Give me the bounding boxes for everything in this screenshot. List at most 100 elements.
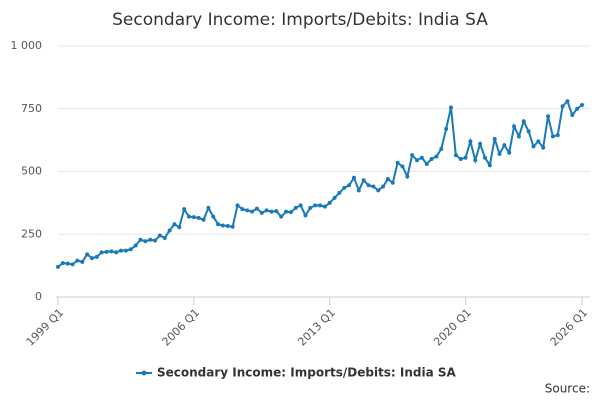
data-point bbox=[570, 113, 575, 118]
data-point bbox=[230, 224, 235, 229]
data-point bbox=[458, 156, 463, 161]
data-point bbox=[201, 217, 206, 222]
data-point bbox=[376, 188, 381, 193]
legend-label: Secondary Income: Imports/Debits: India … bbox=[157, 366, 457, 380]
data-point bbox=[371, 184, 376, 189]
data-point bbox=[361, 178, 366, 183]
data-point bbox=[308, 205, 313, 210]
data-point bbox=[259, 210, 264, 215]
data-point bbox=[555, 133, 560, 138]
data-point bbox=[75, 258, 80, 263]
data-point bbox=[123, 248, 128, 253]
data-point bbox=[565, 99, 570, 104]
data-point bbox=[191, 215, 196, 220]
data-point bbox=[337, 190, 342, 195]
data-point bbox=[497, 151, 502, 156]
data-point bbox=[104, 249, 109, 254]
data-point bbox=[56, 264, 60, 269]
data-point bbox=[395, 160, 400, 165]
chart-title: Secondary Income: Imports/Debits: India … bbox=[112, 10, 488, 30]
data-point bbox=[415, 158, 420, 163]
data-point bbox=[463, 155, 468, 160]
data-point bbox=[293, 205, 298, 210]
data-point bbox=[89, 256, 94, 261]
data-point bbox=[177, 225, 182, 230]
data-point bbox=[254, 206, 259, 211]
data-point bbox=[250, 209, 255, 214]
data-point bbox=[400, 164, 405, 169]
data-point bbox=[487, 163, 492, 168]
data-point bbox=[444, 126, 449, 131]
data-point bbox=[512, 124, 517, 129]
data-point bbox=[269, 209, 274, 214]
data-point bbox=[264, 208, 269, 213]
data-point bbox=[313, 203, 318, 208]
data-point bbox=[351, 175, 356, 180]
data-point bbox=[478, 141, 483, 146]
data-point bbox=[153, 238, 158, 243]
data-point bbox=[516, 134, 521, 139]
data-point bbox=[288, 210, 293, 215]
data-point bbox=[279, 214, 284, 219]
data-point bbox=[60, 261, 65, 266]
x-tick-label: 1999 Q1 bbox=[24, 306, 67, 349]
data-point bbox=[211, 214, 216, 219]
data-point bbox=[70, 262, 75, 267]
data-point bbox=[303, 213, 308, 218]
data-point bbox=[366, 183, 371, 188]
data-point bbox=[182, 207, 187, 212]
data-point bbox=[133, 243, 138, 248]
data-point bbox=[439, 146, 444, 151]
data-point bbox=[521, 119, 526, 124]
data-point bbox=[507, 150, 512, 155]
data-point bbox=[575, 106, 580, 111]
data-point bbox=[162, 236, 167, 241]
data-point bbox=[449, 105, 453, 110]
data-point bbox=[220, 223, 225, 228]
data-point bbox=[473, 158, 478, 163]
source: Source: bbox=[545, 382, 590, 396]
data-point bbox=[347, 183, 352, 188]
data-point bbox=[546, 114, 551, 119]
data-point bbox=[405, 174, 410, 179]
data-point bbox=[453, 153, 458, 158]
data-point bbox=[196, 215, 201, 220]
data-point bbox=[424, 161, 429, 166]
data-point bbox=[318, 203, 322, 208]
data-point bbox=[580, 102, 584, 107]
data-point bbox=[531, 144, 536, 149]
data-point bbox=[240, 207, 245, 212]
x-tick-label: 2026 Q1 bbox=[548, 306, 591, 349]
x-tick-label: 2006 Q1 bbox=[160, 306, 203, 349]
y-tick-label: 250 bbox=[21, 227, 42, 240]
data-point bbox=[167, 228, 172, 233]
data-point bbox=[410, 153, 415, 158]
y-tick-label: 1 000 bbox=[11, 39, 43, 52]
data-point bbox=[206, 205, 211, 210]
data-point bbox=[143, 239, 148, 244]
data-point bbox=[385, 177, 390, 182]
data-point bbox=[172, 222, 177, 227]
data-point bbox=[94, 254, 99, 259]
data-point bbox=[560, 104, 565, 109]
x-tick-label: 2013 Q1 bbox=[295, 306, 338, 349]
data-point bbox=[80, 259, 85, 264]
data-point bbox=[216, 222, 221, 227]
y-tick-label: 0 bbox=[35, 290, 42, 303]
data-point bbox=[502, 143, 507, 148]
data-point bbox=[157, 233, 162, 238]
data-point bbox=[114, 250, 119, 255]
data-point bbox=[468, 139, 473, 144]
data-point bbox=[327, 200, 332, 205]
data-point bbox=[65, 261, 70, 266]
data-point bbox=[429, 156, 434, 161]
series-line bbox=[57, 99, 583, 268]
data-point bbox=[536, 139, 541, 144]
y-tick-label: 750 bbox=[21, 102, 42, 115]
data-point bbox=[138, 237, 143, 242]
data-point bbox=[85, 252, 90, 257]
data-point bbox=[298, 203, 303, 208]
data-point bbox=[274, 209, 279, 214]
data-point bbox=[390, 180, 395, 185]
legend-marker bbox=[141, 370, 147, 376]
